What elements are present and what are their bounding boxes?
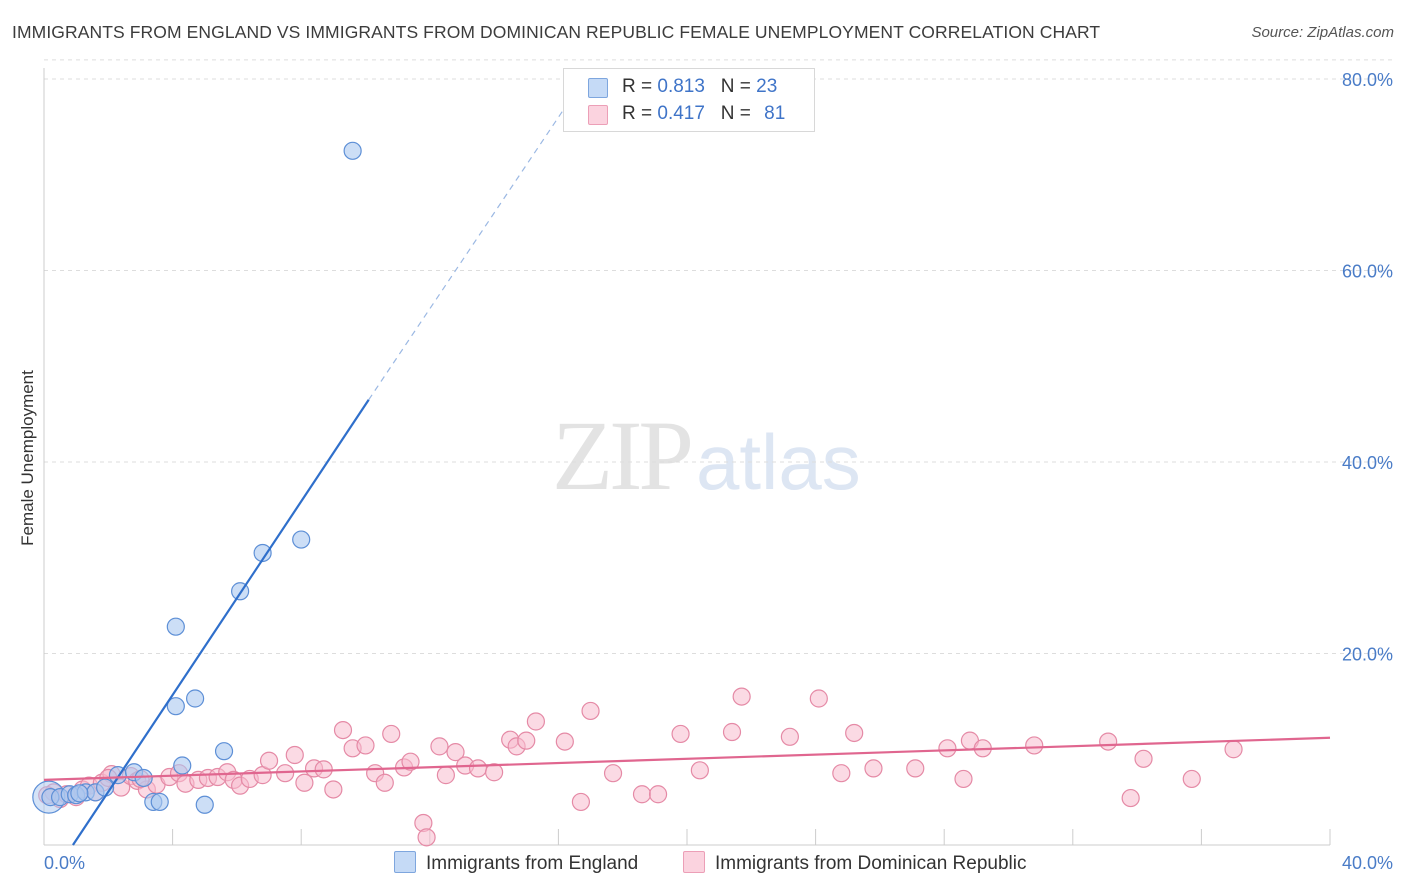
dominican-point bbox=[436, 766, 455, 785]
dominican-point bbox=[938, 739, 957, 758]
england-point bbox=[173, 756, 192, 775]
dominican-point bbox=[722, 722, 742, 742]
dominican-point bbox=[324, 780, 343, 799]
x-tick-label: 40.0% bbox=[1342, 853, 1393, 873]
source-label: Source: ZipAtlas.com bbox=[1251, 24, 1394, 41]
dominican-point bbox=[517, 731, 536, 750]
dominican-point bbox=[1182, 769, 1201, 789]
dominican-point bbox=[809, 689, 828, 708]
england-point bbox=[214, 742, 234, 761]
dominican-point bbox=[1099, 732, 1118, 751]
y-tick-label: 60.0% bbox=[1342, 262, 1393, 282]
dominican-point bbox=[430, 737, 449, 756]
dominican-point bbox=[285, 745, 304, 765]
y-tick-label: 40.0% bbox=[1342, 453, 1393, 473]
england-point bbox=[150, 792, 169, 812]
dominican-point bbox=[485, 763, 504, 782]
dominican-point bbox=[356, 736, 375, 755]
england-point bbox=[253, 543, 272, 563]
y-tick-labels: 20.0% 40.0% 60.0% 80.0% bbox=[1342, 70, 1393, 665]
dominican-point bbox=[401, 752, 420, 771]
dominican-point bbox=[780, 727, 799, 746]
dominican-point bbox=[648, 785, 668, 804]
trend-lines bbox=[43, 93, 1331, 846]
england-point bbox=[134, 768, 153, 788]
bottom-legend-dominican: Immigrants from Dominican Republic bbox=[683, 851, 1027, 875]
england-trend-line bbox=[72, 399, 370, 846]
dominican-point bbox=[671, 724, 690, 744]
dominican-point bbox=[690, 761, 709, 780]
bottom-legend-label-england: Immigrants from England bbox=[426, 853, 639, 874]
england-point bbox=[292, 530, 311, 549]
dominican-point bbox=[1025, 736, 1044, 755]
dominican-point bbox=[906, 759, 925, 778]
bottom-legend-england: Immigrants from England bbox=[394, 851, 638, 875]
watermark-atlas: atlas bbox=[696, 418, 861, 506]
dominican-points bbox=[38, 687, 1243, 847]
dominican-point bbox=[259, 751, 279, 770]
dominican-trend-line bbox=[43, 736, 1331, 781]
dominican-point bbox=[1134, 749, 1153, 768]
england-point bbox=[166, 697, 185, 716]
chart-title: IMMIGRANTS FROM ENGLAND VS IMMIGRANTS FR… bbox=[12, 22, 1101, 42]
dominican-point bbox=[295, 773, 314, 792]
x-tick-labels: 0.0% 40.0% bbox=[44, 853, 1393, 873]
england-trend-extension bbox=[368, 93, 575, 401]
y-tick-label: 20.0% bbox=[1342, 645, 1393, 665]
legend-swatch-dominican bbox=[588, 105, 608, 125]
bottom-legend-label-dominican: Immigrants from Dominican Republic bbox=[715, 853, 1027, 874]
england-point bbox=[195, 795, 214, 814]
bottom-legend-swatch-england bbox=[394, 851, 416, 873]
x-tick-label: 0.0% bbox=[44, 853, 85, 873]
watermark-zip: ZIP bbox=[552, 400, 694, 511]
dominican-point bbox=[526, 712, 545, 731]
dominican-point bbox=[446, 743, 465, 762]
dominican-point bbox=[571, 792, 591, 812]
bottom-legend-swatch-dominican bbox=[683, 851, 705, 873]
x-axis-ticks bbox=[43, 829, 1331, 846]
legend-swatch-england bbox=[588, 78, 608, 98]
dominican-point bbox=[314, 760, 333, 779]
watermark: ZIPatlas bbox=[552, 398, 861, 513]
england-point bbox=[166, 617, 185, 636]
dominican-point bbox=[954, 769, 973, 789]
dominican-point bbox=[864, 759, 883, 778]
y-axis-label: Female Unemployment bbox=[18, 370, 37, 546]
dominican-point bbox=[555, 732, 574, 751]
england-points bbox=[32, 141, 362, 814]
dominican-point bbox=[732, 687, 751, 706]
dominican-point bbox=[632, 785, 652, 804]
dominican-point bbox=[375, 773, 394, 792]
correlation-legend: R = 0.813 N = 23 R = 0.417 N = 81 bbox=[563, 68, 815, 132]
grid-lines bbox=[44, 59, 1392, 654]
england-point bbox=[186, 689, 205, 708]
dominican-point bbox=[603, 764, 623, 783]
dominican-point bbox=[1121, 788, 1140, 808]
y-tick-label: 80.0% bbox=[1342, 70, 1393, 90]
legend-text-dominican: R = 0.417 N = 81 bbox=[622, 103, 786, 124]
england-point bbox=[70, 784, 89, 803]
dominican-point bbox=[468, 759, 488, 778]
dominican-point bbox=[581, 701, 600, 721]
dominican-point bbox=[845, 723, 864, 743]
dominican-point bbox=[417, 828, 436, 847]
legend-text-england: R = 0.813 N = 23 bbox=[622, 76, 778, 97]
dominican-point bbox=[333, 720, 353, 740]
dominican-point bbox=[382, 724, 401, 744]
dominican-point bbox=[832, 764, 851, 783]
dominican-point bbox=[1224, 740, 1243, 759]
england-point bbox=[343, 141, 362, 160]
